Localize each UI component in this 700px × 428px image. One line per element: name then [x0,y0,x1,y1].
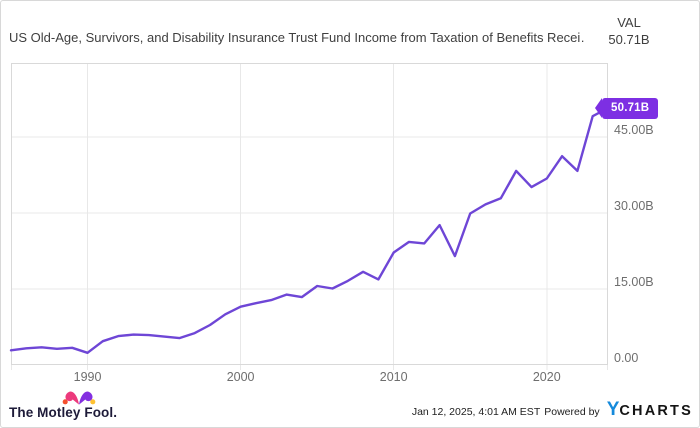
x-tick-label: 2000 [226,370,255,384]
x-axis-labels: 1990 2000 2010 2020 [11,370,608,386]
val-block: VAL 50.71B [600,15,658,48]
series-line [9,106,610,354]
motley-fool-wordmark: The Motley Fool. [9,405,118,420]
x-tick-label: 2020 [532,370,561,384]
ycharts-y-mark: Y [606,399,620,420]
x-tick-label: 1990 [73,370,102,384]
y-tick-label: 45.00B [614,122,654,137]
y-tick-label: 15.00B [614,274,654,289]
timestamp: Jan 12, 2025, 4:01 AM EST [411,406,541,418]
chart-title: US Old-Age, Survivors, and Disability In… [9,30,584,45]
footer-credit: Jan 12, 2025, 4:01 AM EST Powered by Y CH… [412,400,693,421]
ycharts-wordmark: CHARTS [619,403,693,419]
val-column-header: VAL [617,15,641,30]
y-axis-labels: 0.00 15.00B 30.00B 45.00B [614,63,674,365]
chart-svg [9,63,610,370]
jester-hat-icon [62,391,96,405]
val-current-value: 50.71B [608,32,650,47]
y-tick-label: 0.00 [614,351,639,365]
ycharts-logo: Y CHARTS [607,400,693,421]
plot-area [9,63,610,370]
last-value-badge: 50.71B [594,97,659,119]
y-tick-label: 30.00B [614,198,654,213]
x-tick-label: 2010 [379,370,408,384]
last-value-text: 50.71B [611,101,650,114]
powered-by-label: Powered by [544,406,600,418]
